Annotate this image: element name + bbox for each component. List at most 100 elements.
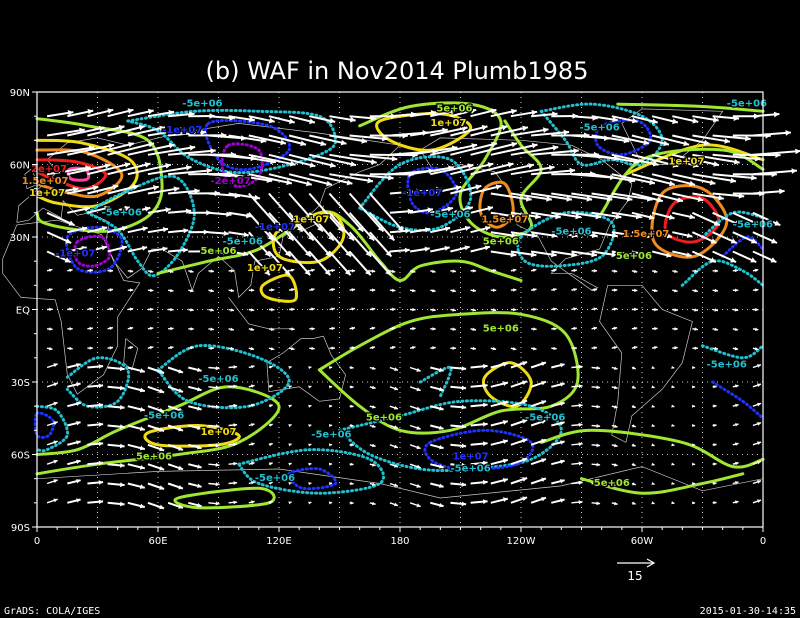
flux-vector bbox=[67, 420, 81, 427]
flux-vector-head bbox=[87, 108, 94, 115]
flux-vector bbox=[389, 502, 399, 507]
flux-vector bbox=[268, 404, 273, 408]
flux-vector-head bbox=[734, 268, 739, 273]
flux-vector bbox=[712, 231, 738, 244]
flux-vector bbox=[692, 327, 699, 331]
flux-vector bbox=[430, 482, 444, 489]
flux-vector bbox=[389, 424, 399, 429]
flux-vector-shaft bbox=[87, 125, 125, 137]
flux-vector bbox=[691, 250, 717, 264]
flux-vector bbox=[349, 423, 354, 428]
flux-vector bbox=[288, 231, 312, 258]
contour-label: 5e+06 bbox=[594, 478, 630, 489]
flux-vector bbox=[530, 419, 547, 427]
flux-vector-head bbox=[502, 381, 508, 387]
flux-vector bbox=[228, 327, 235, 332]
flux-vector bbox=[288, 423, 292, 428]
flux-vector-head bbox=[89, 287, 93, 292]
flux-vector-head bbox=[502, 497, 508, 503]
flux-vector-head bbox=[149, 326, 154, 331]
flux-vector-head bbox=[89, 326, 93, 331]
flux-vector-head bbox=[350, 161, 356, 167]
flux-vector bbox=[470, 441, 488, 447]
flux-vector-head bbox=[502, 361, 508, 367]
flux-vector-head bbox=[230, 308, 234, 312]
flux-vector bbox=[107, 482, 125, 488]
flux-vector-head bbox=[372, 501, 376, 506]
flux-vector bbox=[450, 205, 474, 214]
flux-vector-head bbox=[320, 140, 327, 147]
flux-vector-head bbox=[190, 308, 194, 312]
flux-vector bbox=[268, 365, 273, 369]
flux-vector bbox=[46, 421, 58, 427]
flux-vector bbox=[631, 153, 679, 168]
flux-vector-shaft bbox=[127, 163, 172, 176]
flux-vector-head bbox=[573, 307, 577, 311]
flux-vector-head bbox=[492, 268, 497, 273]
flux-vector bbox=[87, 307, 93, 311]
flux-vector-head bbox=[591, 232, 598, 239]
flux-vector-head bbox=[311, 346, 315, 351]
flux-vector-head bbox=[432, 269, 436, 274]
flux-vector bbox=[127, 345, 134, 350]
flux-vector-head bbox=[578, 480, 583, 485]
flux-vector-head bbox=[270, 347, 275, 351]
flux-vector bbox=[107, 307, 114, 311]
flux-vector bbox=[692, 423, 696, 428]
flux-vector bbox=[450, 288, 456, 293]
flux-vector-head bbox=[76, 401, 81, 406]
flux-vector bbox=[127, 125, 166, 137]
flux-vector bbox=[308, 424, 312, 428]
flux-vector bbox=[127, 226, 148, 234]
flux-vector bbox=[268, 153, 316, 168]
flux-vector bbox=[631, 211, 655, 220]
flux-vector-head bbox=[254, 194, 260, 201]
flux-vector bbox=[490, 327, 497, 332]
flux-vector bbox=[551, 231, 578, 239]
contour-line bbox=[516, 210, 616, 268]
flux-vector-head bbox=[430, 110, 437, 116]
flux-vector-head bbox=[391, 326, 396, 331]
flux-vector bbox=[470, 108, 497, 118]
flux-vector-shaft bbox=[248, 134, 287, 145]
flux-vector bbox=[712, 288, 719, 293]
flux-vector-head bbox=[329, 462, 333, 466]
flux-vector-head bbox=[288, 385, 292, 389]
flux-vector bbox=[470, 479, 488, 485]
flux-vector bbox=[490, 458, 509, 466]
flux-vector-shaft bbox=[510, 192, 552, 201]
flux-vector-head bbox=[671, 481, 675, 485]
flux-vector bbox=[470, 184, 502, 195]
flux-vector-head bbox=[613, 326, 618, 331]
flux-vector-head bbox=[290, 268, 295, 272]
flux-vector-shaft bbox=[712, 134, 751, 140]
flux-vector bbox=[752, 250, 777, 264]
flux-vector-head bbox=[439, 406, 444, 411]
flux-vector-head bbox=[289, 160, 296, 167]
flux-vector-head bbox=[190, 288, 194, 293]
flux-vector bbox=[329, 153, 377, 165]
flux-vector bbox=[571, 231, 598, 239]
flux-vector-head bbox=[713, 481, 717, 486]
flux-vector bbox=[631, 424, 636, 428]
flux-vector-shaft bbox=[591, 192, 633, 201]
contour-line bbox=[237, 448, 385, 495]
flux-vector-head bbox=[412, 326, 416, 331]
flux-vector-head bbox=[560, 420, 565, 426]
flux-vector-shaft bbox=[328, 192, 364, 233]
flux-vector-head bbox=[795, 148, 800, 155]
x-tick-label: 60E bbox=[148, 536, 167, 547]
contour-label: 2e+07 bbox=[31, 164, 67, 175]
flux-vector bbox=[672, 346, 678, 350]
flux-vector bbox=[712, 404, 717, 408]
flux-vector-shaft bbox=[369, 212, 396, 242]
flux-vector bbox=[87, 184, 119, 195]
flux-vector bbox=[349, 481, 354, 486]
flux-vector-head bbox=[560, 362, 565, 368]
flux-vector-head bbox=[560, 401, 565, 406]
flux-vector-head bbox=[593, 288, 597, 292]
flux-vector-head bbox=[271, 288, 275, 292]
flux-vector-head bbox=[251, 403, 255, 408]
flux-vector-head bbox=[53, 498, 58, 503]
flux-vector-head bbox=[53, 440, 58, 445]
